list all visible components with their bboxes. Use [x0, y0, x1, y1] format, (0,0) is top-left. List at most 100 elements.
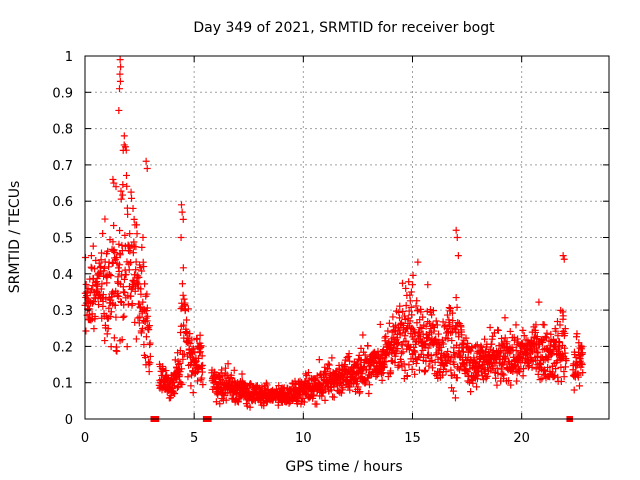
data-point [291, 384, 299, 392]
data-point [414, 329, 422, 337]
data-point [296, 391, 304, 399]
data-point [449, 317, 457, 325]
data-point [520, 365, 528, 373]
data-point [561, 325, 569, 333]
data-point [574, 373, 582, 381]
data-point [356, 388, 364, 396]
data-point [407, 288, 415, 296]
data-point [136, 313, 144, 321]
data-point [123, 343, 131, 351]
data-point [100, 264, 108, 272]
data-point [142, 157, 150, 165]
data-point [246, 403, 254, 411]
data-point [409, 271, 417, 279]
data-point [553, 357, 561, 365]
data-point [220, 392, 228, 400]
data-point [468, 344, 476, 352]
data-point [483, 372, 491, 380]
data-point [544, 363, 552, 371]
data-point [473, 375, 481, 383]
data-point [385, 319, 393, 327]
data-point [191, 358, 199, 366]
data-point [547, 330, 555, 338]
data-point [452, 294, 460, 302]
data-point [139, 325, 147, 333]
data-point [394, 345, 402, 353]
data-point [501, 334, 509, 342]
x-tick-label: 15 [404, 431, 421, 446]
data-point [493, 381, 501, 389]
data-point [98, 280, 106, 288]
data-point [571, 351, 579, 359]
data-point [187, 382, 195, 390]
data-point [389, 343, 397, 351]
data-point [578, 343, 586, 351]
data-point [178, 365, 186, 373]
x-tick-labels: 0 5 10 15 20 [81, 431, 530, 446]
data-point [561, 349, 569, 357]
data-point [230, 366, 238, 374]
y-tick-label: 0.4 [52, 268, 73, 283]
data-point [305, 369, 313, 377]
data-point [114, 264, 122, 272]
data-point [556, 338, 564, 346]
data-point [519, 372, 527, 380]
data-point [560, 255, 568, 263]
data-point [448, 337, 456, 345]
data-point [183, 316, 191, 324]
data-point [401, 315, 409, 323]
data-point [528, 363, 536, 371]
data-point [520, 332, 528, 340]
data-point [146, 352, 154, 360]
data-point [512, 347, 520, 355]
data-point [453, 303, 461, 311]
data-point [389, 313, 397, 321]
data-point [497, 365, 505, 373]
data-point [143, 290, 151, 298]
data-point [346, 386, 354, 394]
data-point [139, 298, 147, 306]
data-point [127, 285, 135, 293]
data-point [263, 381, 271, 389]
data-point [365, 389, 373, 397]
data-point [109, 238, 117, 246]
data-point [408, 365, 416, 373]
data-point [129, 249, 137, 257]
data-point [560, 373, 568, 381]
data-point [559, 312, 567, 320]
data-point [181, 299, 189, 307]
data-point [429, 364, 437, 372]
data-point [541, 333, 549, 341]
data-point [442, 368, 450, 376]
data-point [393, 334, 401, 342]
data-point [176, 359, 184, 367]
data-point [557, 377, 565, 385]
data-point [426, 306, 434, 314]
data-point [99, 229, 107, 237]
data-point [313, 400, 321, 408]
data-point [562, 363, 570, 371]
data-point [411, 370, 419, 378]
data-point [119, 313, 127, 321]
data-point [552, 327, 560, 335]
data-point [543, 329, 551, 337]
data-point [387, 357, 395, 365]
data-point [411, 348, 419, 356]
data-point [109, 175, 117, 183]
data-point [184, 373, 192, 381]
data-point [399, 279, 407, 287]
data-point [121, 143, 129, 151]
data-point [98, 249, 106, 257]
data-point [188, 371, 196, 379]
data-point [106, 270, 114, 278]
data-point [471, 358, 479, 366]
data-point [111, 249, 119, 257]
data-point [481, 335, 489, 343]
data-point [469, 379, 477, 387]
data-point [114, 273, 122, 281]
data-point [339, 384, 347, 392]
data-point [121, 231, 129, 239]
data-point [399, 307, 407, 315]
data-point [519, 326, 527, 334]
data-point [107, 308, 115, 316]
